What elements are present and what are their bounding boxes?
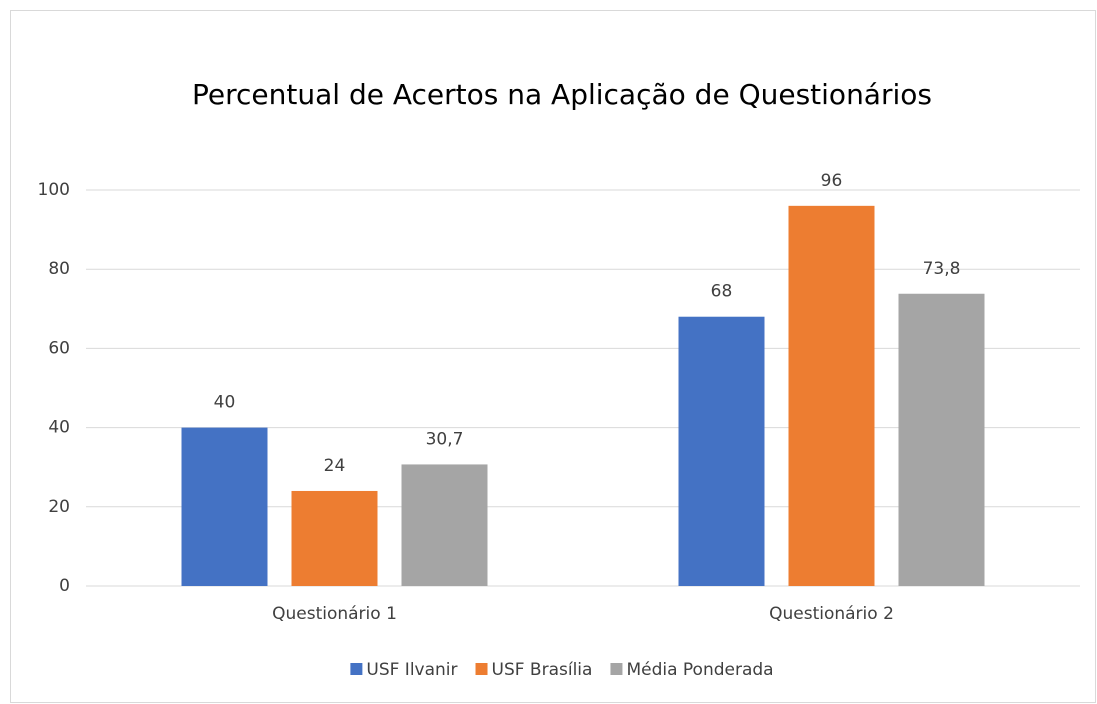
legend-label: Média Ponderada <box>626 660 773 680</box>
y-tick-label: 100 <box>38 180 70 200</box>
legend-label: USF Brasília <box>492 660 593 680</box>
bar <box>788 205 875 586</box>
y-tick-label: 60 <box>48 338 70 358</box>
chart-title: Percentual de Acertos na Aplicação de Qu… <box>192 78 932 111</box>
legend-swatch <box>610 663 623 675</box>
legend-label: USF Ilvanir <box>366 660 457 680</box>
y-tick-label: 20 <box>48 497 70 517</box>
legend-swatch <box>350 663 363 675</box>
data-label: 73,8 <box>923 259 961 279</box>
data-label: 68 <box>711 282 733 302</box>
y-tick-label: 0 <box>59 576 70 596</box>
bar <box>291 490 378 586</box>
x-tick-label: Questionário 1 <box>272 604 397 624</box>
y-tick-label: 40 <box>48 418 70 438</box>
y-tick-label: 80 <box>48 259 70 279</box>
bar <box>181 427 268 586</box>
data-label: 96 <box>821 171 843 191</box>
data-label: 24 <box>324 456 346 476</box>
bar <box>678 316 765 586</box>
data-label: 30,7 <box>426 429 464 449</box>
bar <box>401 464 488 586</box>
x-tick-label: Questionário 2 <box>769 604 894 624</box>
legend-swatch <box>475 663 488 675</box>
data-label: 40 <box>214 393 236 413</box>
bar <box>898 293 985 586</box>
